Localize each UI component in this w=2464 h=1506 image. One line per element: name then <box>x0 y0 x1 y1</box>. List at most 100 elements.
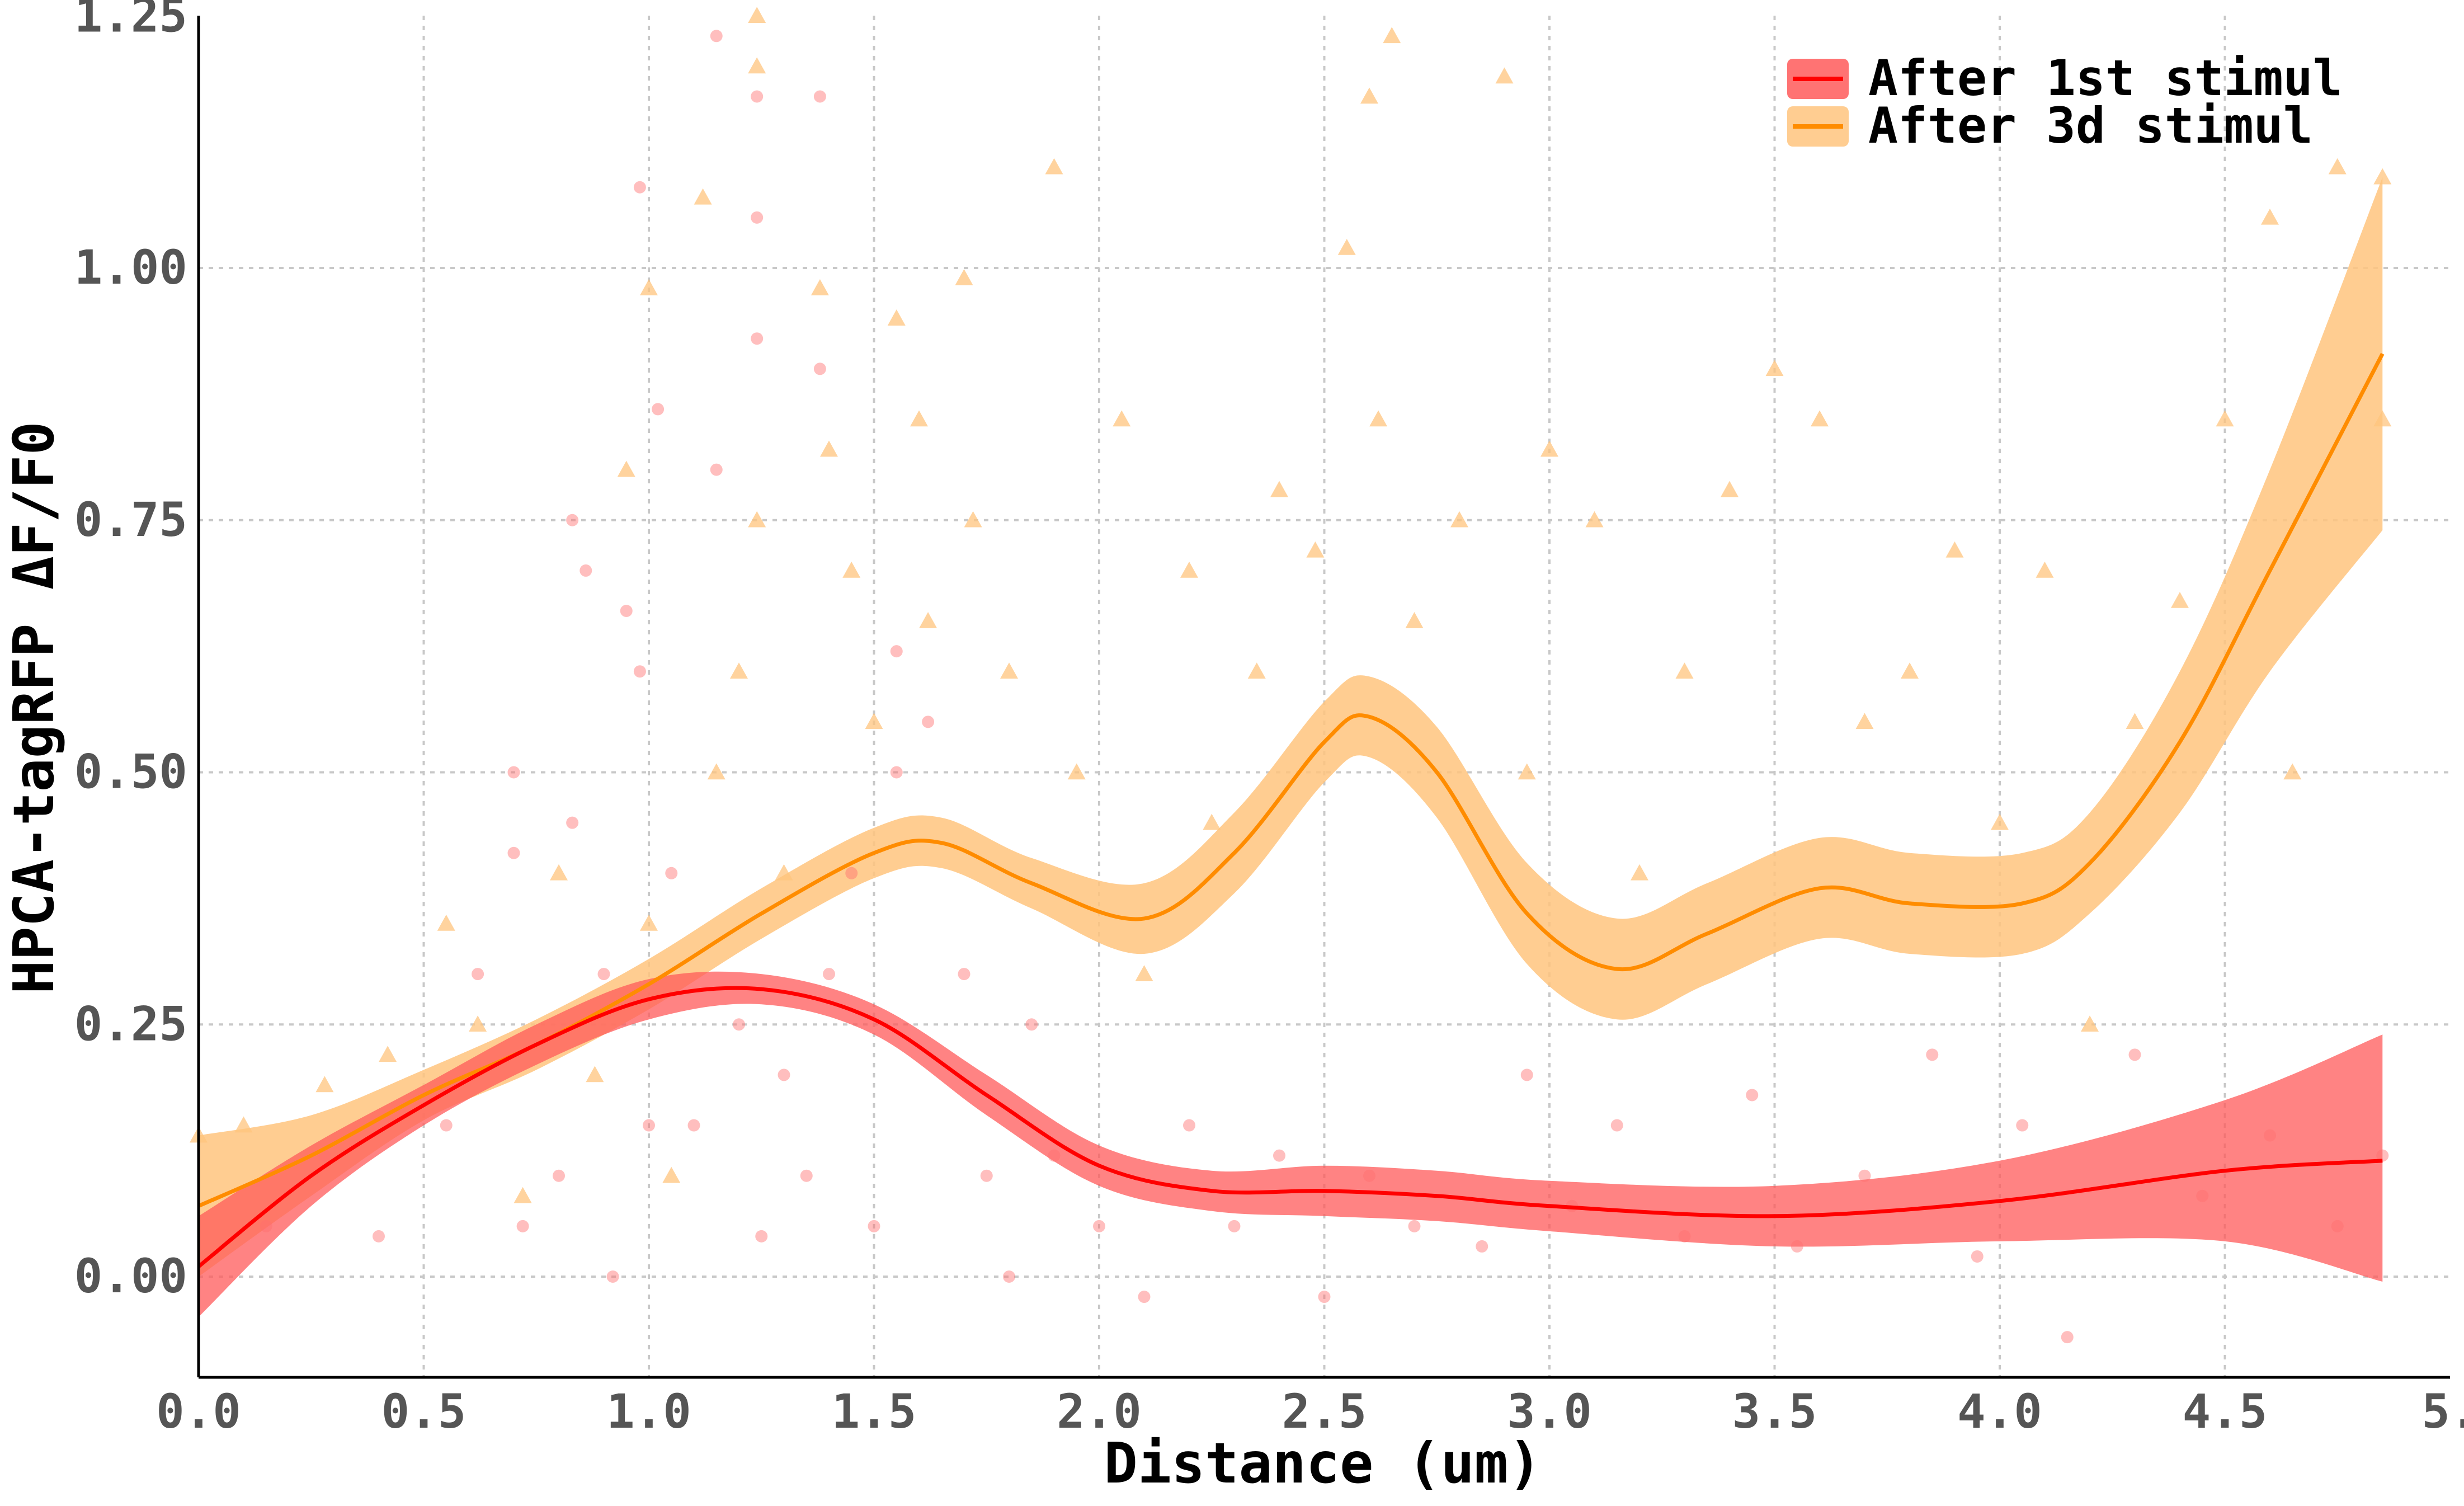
scatter-point-series-2 <box>2373 168 2392 185</box>
scatter-point-series-1 <box>2331 1220 2344 1232</box>
scatter-point-series-1 <box>1858 1169 1871 1182</box>
scatter-point-series-1 <box>516 1220 529 1232</box>
scatter-point-series-2 <box>550 864 568 881</box>
scatter-point-series-1 <box>2376 1149 2389 1162</box>
scatter-point-series-1 <box>1025 1018 1038 1031</box>
scatter-point-series-1 <box>1138 1291 1151 1303</box>
scatter-point-series-2 <box>2261 208 2279 225</box>
scatter-point-series-1 <box>755 1230 768 1243</box>
fit-line-2 <box>197 352 2385 1208</box>
scatter-point-series-2 <box>748 57 766 74</box>
scatter-point-series-1 <box>1273 1149 1285 1162</box>
x-tick-label: 1.5 <box>832 1384 917 1439</box>
scatter-point-series-1 <box>633 665 646 678</box>
scatter-point-series-2 <box>315 1076 334 1093</box>
legend: After 1st stimul After 3d stimul <box>1787 49 2343 154</box>
scatter-point-series-2 <box>1045 158 1063 175</box>
scatter-point-series-2 <box>964 511 982 528</box>
scatter-point-series-1 <box>472 968 484 981</box>
scatter-point-series-1 <box>1476 1240 1488 1253</box>
scatter-point-series-2 <box>1369 410 1388 427</box>
y-tick-label: 0.75 <box>74 492 187 547</box>
x-tick-label: 4.0 <box>1957 1384 2042 1439</box>
scatter-point-series-1 <box>823 968 835 981</box>
scatter-point-series-1 <box>751 90 764 103</box>
y-tick-label: 1.25 <box>74 0 187 43</box>
scatter-point-series-2 <box>707 763 725 780</box>
scatter-point-series-1 <box>566 514 579 526</box>
y-tick-label: 1.00 <box>74 240 187 295</box>
scatter-point-series-1 <box>553 1169 565 1182</box>
scatter-point-series-1 <box>1791 1240 1803 1253</box>
scatter-point-series-2 <box>586 1066 604 1083</box>
scatter-point-series-1 <box>710 30 723 43</box>
scatter-point-series-2 <box>1247 662 1266 679</box>
scatter-point-series-1 <box>260 1220 272 1232</box>
scatter-point-series-1 <box>813 90 826 103</box>
scatter-point-series-1 <box>751 211 764 224</box>
x-tick-label: 5. <box>2421 1384 2464 1439</box>
scatter-point-series-2 <box>1631 864 1648 881</box>
scatter-point-series-2 <box>1675 662 1694 679</box>
fit-lines <box>197 352 2385 1268</box>
scatter-point-series-1 <box>1363 1169 1375 1182</box>
legend-label-2: After 3d stimul <box>1868 97 2313 154</box>
scatter-point-series-2 <box>640 914 658 931</box>
scatter-point-series-1 <box>652 403 665 416</box>
scatter-point-series-1 <box>800 1169 813 1182</box>
confidence-band-2 <box>199 177 2383 1277</box>
scatter-point-series-2 <box>640 279 658 295</box>
y-tick-label: 0.00 <box>74 1249 187 1303</box>
scatter-point-series-1 <box>751 332 764 345</box>
scatter-point-series-2 <box>748 7 766 23</box>
scatter-point-series-2 <box>379 1046 397 1062</box>
scatter-point-series-1 <box>1318 1291 1331 1303</box>
scatter-point-series-1 <box>1228 1220 1241 1232</box>
scatter-point-series-2 <box>694 188 712 205</box>
scatter-point-series-1 <box>958 968 970 981</box>
scatter-point-series-1 <box>980 1169 993 1182</box>
scatter-point-series-1 <box>440 1119 453 1132</box>
scatter-point-series-2 <box>1518 763 1536 780</box>
scatter-point-series-2 <box>1540 440 1558 457</box>
scatter-point-series-2 <box>919 612 937 628</box>
scatter-point-series-1 <box>633 181 646 194</box>
scatter-point-series-2 <box>2036 561 2054 578</box>
scatter-point-series-1 <box>710 463 723 476</box>
scatter-point-series-2 <box>842 561 861 578</box>
scatter-point-series-2 <box>1306 541 1325 558</box>
scatter-point-series-2 <box>437 914 455 931</box>
scatter-point-series-2 <box>469 1015 487 1032</box>
scatter-point-series-2 <box>811 279 829 295</box>
scatter-point-series-2 <box>2126 713 2144 730</box>
scatter-point-series-2 <box>1495 67 1514 84</box>
scatter-point-series-2 <box>1113 410 1131 427</box>
scatter-point-series-2 <box>820 440 838 457</box>
x-tick-label: 0.5 <box>381 1384 467 1439</box>
scatter-point-series-2 <box>2171 591 2189 608</box>
scatter-point-series-2 <box>1450 511 1468 528</box>
legend-label-1: After 1st stimul <box>1868 49 2343 107</box>
scatter-points <box>190 7 2392 1344</box>
scatter-point-series-2 <box>775 864 793 881</box>
scatter-point-series-2 <box>887 309 906 326</box>
scatter-point-series-1 <box>687 1119 700 1132</box>
scatter-point-series-2 <box>2373 410 2392 427</box>
scatter-point-series-1 <box>620 605 633 618</box>
scatter-point-series-1 <box>2016 1119 2029 1132</box>
scatter-point-series-1 <box>868 1220 880 1232</box>
confidence-bands <box>199 177 2383 1317</box>
scatter-point-series-1 <box>318 1149 331 1162</box>
scatter-point-series-2 <box>513 1187 532 1203</box>
x-tick-label: 0.0 <box>156 1384 241 1439</box>
scatter-point-series-1 <box>2128 1048 2141 1061</box>
scatter-point-series-1 <box>733 1018 745 1031</box>
scatter-point-series-1 <box>922 716 935 728</box>
scatter-point-series-1 <box>597 968 610 981</box>
y-tick-label: 0.25 <box>74 996 187 1051</box>
scatter-point-series-2 <box>1000 662 1018 679</box>
scatter-point-series-1 <box>580 564 592 577</box>
x-tick-label: 3.0 <box>1507 1384 1592 1439</box>
scatter-point-series-1 <box>890 766 903 779</box>
scatter-point-series-1 <box>1093 1220 1105 1232</box>
